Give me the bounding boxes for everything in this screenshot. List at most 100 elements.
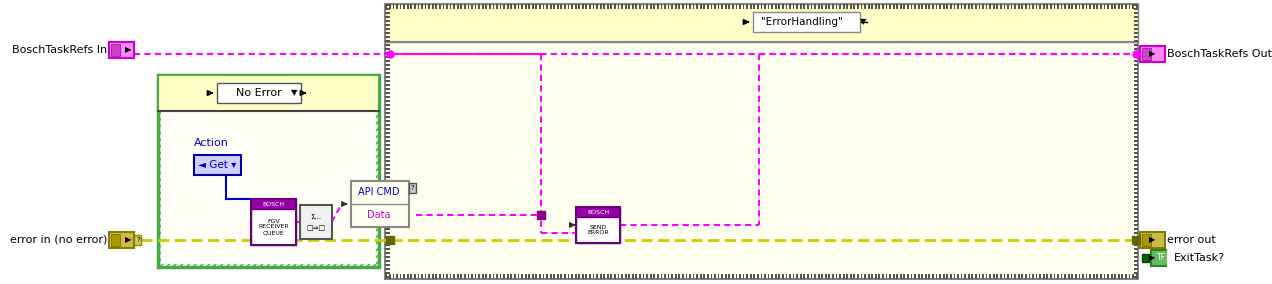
Bar	[1032, 274, 1034, 279]
Bar	[1065, 4, 1066, 9]
Bar	[903, 4, 906, 9]
Bar	[632, 4, 633, 9]
Bar	[399, 4, 402, 9]
Bar	[385, 4, 1138, 279]
Bar	[1071, 4, 1074, 9]
Bar	[814, 4, 815, 9]
Bar	[1133, 112, 1138, 114]
Bar	[921, 274, 923, 279]
Bar	[1096, 274, 1098, 279]
Bar	[474, 274, 477, 279]
Bar	[468, 4, 469, 9]
Bar	[879, 4, 880, 9]
Bar	[1114, 4, 1116, 9]
Bar	[450, 4, 452, 9]
Text: ▶: ▶	[1150, 49, 1156, 59]
Text: Σ...: Σ...	[310, 214, 322, 220]
Bar	[385, 240, 389, 242]
Bar	[385, 28, 389, 30]
Text: ▶: ▶	[125, 235, 131, 245]
Bar	[553, 4, 555, 9]
Bar	[818, 274, 819, 279]
Bar	[911, 4, 912, 9]
Bar	[385, 4, 387, 9]
Bar	[417, 274, 420, 279]
Bar	[1133, 140, 1138, 142]
Bar	[597, 274, 598, 279]
Bar	[664, 4, 665, 9]
Bar	[639, 4, 641, 9]
Bar	[753, 4, 756, 9]
Bar	[1000, 4, 1002, 9]
Text: BoschTaskRefs Out: BoschTaskRefs Out	[1166, 49, 1272, 59]
Text: ?: ?	[136, 237, 140, 243]
Bar	[986, 274, 987, 279]
Bar	[792, 4, 795, 9]
Bar	[1133, 204, 1138, 206]
Bar	[707, 274, 709, 279]
Bar	[636, 274, 637, 279]
Bar	[399, 274, 402, 279]
Bar	[1133, 256, 1138, 258]
Bar	[1053, 274, 1056, 279]
Bar	[1118, 274, 1119, 279]
Bar	[871, 4, 873, 9]
Bar	[854, 4, 855, 9]
Bar	[464, 274, 466, 279]
Bar	[907, 274, 908, 279]
Bar	[471, 274, 473, 279]
Bar	[488, 274, 491, 279]
Bar	[585, 274, 588, 279]
Bar	[850, 4, 852, 9]
Bar	[836, 4, 837, 9]
Bar	[435, 4, 438, 9]
Bar	[899, 274, 902, 279]
Bar	[1133, 76, 1138, 78]
Bar	[864, 4, 866, 9]
Bar	[843, 4, 845, 9]
Bar	[506, 274, 509, 279]
Bar	[1004, 4, 1005, 9]
Bar	[1133, 72, 1138, 74]
Bar	[1133, 176, 1138, 178]
Bar	[1133, 56, 1138, 58]
Bar	[597, 4, 598, 9]
Bar	[1142, 48, 1151, 60]
Bar	[1133, 40, 1138, 42]
Bar	[1000, 274, 1002, 279]
Bar	[721, 4, 722, 9]
Bar	[1124, 4, 1127, 9]
Bar	[936, 4, 937, 9]
Bar	[135, 235, 141, 245]
Bar	[749, 4, 752, 9]
Bar	[1133, 160, 1138, 162]
Bar	[385, 248, 389, 250]
Bar	[1114, 274, 1116, 279]
Bar	[1079, 4, 1080, 9]
Bar	[1039, 4, 1040, 9]
Bar	[1133, 172, 1138, 174]
Bar	[351, 181, 408, 227]
Bar	[1053, 4, 1056, 9]
Bar	[822, 274, 823, 279]
Text: API CMD: API CMD	[359, 187, 399, 197]
Bar	[1043, 4, 1044, 9]
Bar	[804, 274, 805, 279]
Bar	[1133, 236, 1138, 238]
Bar	[1029, 274, 1030, 279]
Bar	[960, 4, 963, 9]
Bar	[804, 4, 805, 9]
Bar	[252, 199, 296, 245]
Bar	[385, 200, 389, 202]
Bar	[1047, 4, 1048, 9]
Bar	[1057, 274, 1058, 279]
Bar	[567, 274, 570, 279]
Bar	[618, 274, 619, 279]
Bar	[889, 4, 890, 9]
Bar	[761, 274, 762, 279]
Bar	[162, 111, 377, 264]
Bar	[488, 4, 491, 9]
Bar	[771, 274, 773, 279]
Bar	[575, 4, 576, 9]
Bar	[775, 274, 777, 279]
